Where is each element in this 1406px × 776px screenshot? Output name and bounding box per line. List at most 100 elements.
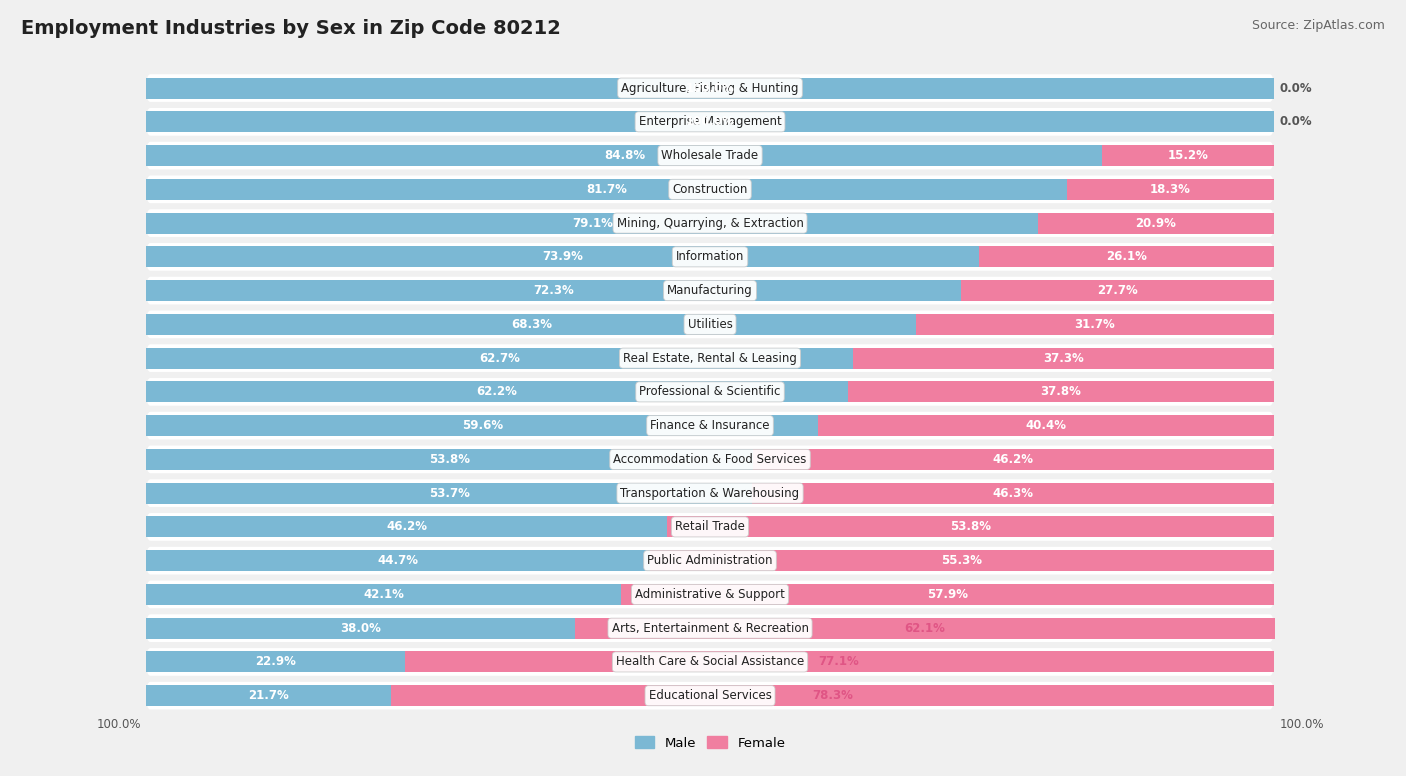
Bar (146, 415, 818, 436)
Bar (146, 213, 1038, 234)
Text: Arts, Entertainment & Recreation: Arts, Entertainment & Recreation (612, 622, 808, 635)
Bar (146, 483, 752, 504)
Text: 27.7%: 27.7% (1097, 284, 1137, 297)
Bar (405, 652, 1274, 672)
Bar (853, 348, 1274, 369)
Bar (391, 685, 1274, 706)
Text: Source: ZipAtlas.com: Source: ZipAtlas.com (1251, 19, 1385, 33)
Text: 15.2%: 15.2% (1167, 149, 1208, 162)
FancyBboxPatch shape (146, 378, 1274, 406)
Text: 37.3%: 37.3% (1043, 352, 1084, 365)
Bar (146, 179, 1067, 199)
Text: Employment Industries by Sex in Zip Code 80212: Employment Industries by Sex in Zip Code… (21, 19, 561, 38)
Bar (146, 618, 575, 639)
FancyBboxPatch shape (146, 142, 1274, 169)
Text: 100.0%: 100.0% (686, 116, 734, 128)
Bar (146, 112, 1274, 132)
Text: 26.1%: 26.1% (1107, 251, 1147, 263)
Bar (962, 280, 1274, 301)
Bar (980, 247, 1274, 267)
FancyBboxPatch shape (146, 445, 1274, 473)
Text: 53.8%: 53.8% (429, 453, 470, 466)
Text: 81.7%: 81.7% (586, 183, 627, 196)
Bar (848, 382, 1274, 402)
Text: 73.9%: 73.9% (543, 251, 583, 263)
FancyBboxPatch shape (146, 74, 1274, 102)
Text: Professional & Scientific: Professional & Scientific (640, 386, 780, 398)
Text: Retail Trade: Retail Trade (675, 521, 745, 533)
Bar (651, 550, 1274, 571)
Text: 38.0%: 38.0% (340, 622, 381, 635)
Text: Health Care & Social Assistance: Health Care & Social Assistance (616, 656, 804, 668)
Text: Public Administration: Public Administration (647, 554, 773, 567)
FancyBboxPatch shape (146, 277, 1274, 304)
Text: 100.0%: 100.0% (686, 81, 734, 95)
Text: Information: Information (676, 251, 744, 263)
FancyBboxPatch shape (146, 243, 1274, 271)
Text: 62.1%: 62.1% (904, 622, 945, 635)
Text: Administrative & Support: Administrative & Support (636, 588, 785, 601)
FancyBboxPatch shape (146, 412, 1274, 439)
Bar (146, 145, 1102, 166)
Text: 57.9%: 57.9% (927, 588, 967, 601)
Text: 77.1%: 77.1% (818, 656, 859, 668)
FancyBboxPatch shape (146, 480, 1274, 507)
Text: Enterprise Management: Enterprise Management (638, 116, 782, 128)
FancyBboxPatch shape (146, 682, 1274, 709)
Bar (146, 78, 1274, 99)
Text: 59.6%: 59.6% (461, 419, 503, 432)
Text: 46.3%: 46.3% (993, 487, 1033, 500)
Text: 42.1%: 42.1% (363, 588, 404, 601)
Bar (146, 550, 651, 571)
Text: 0.0%: 0.0% (1279, 81, 1312, 95)
Bar (1067, 179, 1274, 199)
FancyBboxPatch shape (146, 108, 1274, 136)
Text: Wholesale Trade: Wholesale Trade (661, 149, 759, 162)
Bar (146, 584, 621, 605)
Text: 78.3%: 78.3% (811, 689, 853, 702)
Text: 44.7%: 44.7% (378, 554, 419, 567)
Text: 62.7%: 62.7% (479, 352, 520, 365)
Text: 31.7%: 31.7% (1074, 318, 1115, 331)
FancyBboxPatch shape (146, 345, 1274, 372)
Text: 55.3%: 55.3% (942, 554, 983, 567)
Text: 40.4%: 40.4% (1025, 419, 1066, 432)
Text: Accommodation & Food Services: Accommodation & Food Services (613, 453, 807, 466)
Text: 0.0%: 0.0% (1279, 116, 1312, 128)
Bar (668, 517, 1274, 537)
Text: 72.3%: 72.3% (533, 284, 574, 297)
FancyBboxPatch shape (146, 210, 1274, 237)
Text: 46.2%: 46.2% (387, 521, 427, 533)
Text: 53.7%: 53.7% (429, 487, 470, 500)
Bar (146, 382, 848, 402)
Text: 100.0%: 100.0% (1279, 718, 1324, 731)
Bar (1038, 213, 1274, 234)
Text: 46.2%: 46.2% (993, 453, 1033, 466)
Bar (917, 314, 1274, 334)
Text: Utilities: Utilities (688, 318, 733, 331)
FancyBboxPatch shape (146, 310, 1274, 338)
Bar (621, 584, 1274, 605)
Text: 68.3%: 68.3% (510, 318, 553, 331)
FancyBboxPatch shape (146, 175, 1274, 203)
Text: 37.8%: 37.8% (1040, 386, 1081, 398)
Bar (146, 652, 405, 672)
Text: 20.9%: 20.9% (1136, 217, 1177, 230)
Legend: Male, Female: Male, Female (634, 736, 786, 750)
Bar (146, 247, 980, 267)
Bar (146, 314, 917, 334)
Bar (146, 685, 391, 706)
Text: Agriculture, Fishing & Hunting: Agriculture, Fishing & Hunting (621, 81, 799, 95)
Bar (146, 449, 752, 469)
Text: Educational Services: Educational Services (648, 689, 772, 702)
Text: 18.3%: 18.3% (1150, 183, 1191, 196)
Bar (146, 517, 668, 537)
FancyBboxPatch shape (146, 547, 1274, 574)
Text: 22.9%: 22.9% (254, 656, 295, 668)
Bar (752, 449, 1274, 469)
Text: Construction: Construction (672, 183, 748, 196)
Text: Transportation & Warehousing: Transportation & Warehousing (620, 487, 800, 500)
Text: Mining, Quarrying, & Extraction: Mining, Quarrying, & Extraction (617, 217, 803, 230)
Text: Finance & Insurance: Finance & Insurance (651, 419, 769, 432)
Bar (1102, 145, 1274, 166)
